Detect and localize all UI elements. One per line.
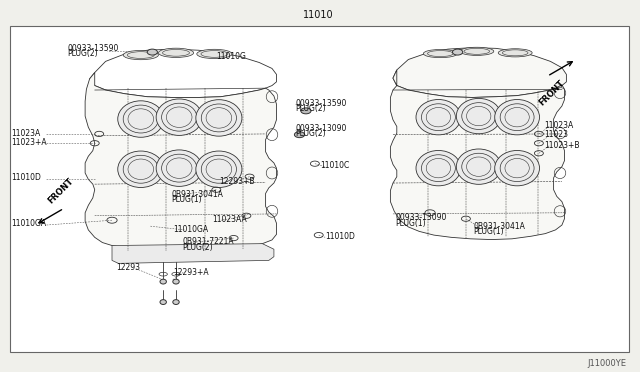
Ellipse shape (173, 279, 179, 284)
Text: 0B931-3041A: 0B931-3041A (172, 190, 223, 199)
Text: 11010: 11010 (303, 10, 334, 20)
Ellipse shape (196, 151, 242, 187)
Text: PLUG(2): PLUG(2) (296, 104, 326, 113)
Text: 00933-13090: 00933-13090 (296, 124, 347, 133)
Ellipse shape (124, 51, 159, 60)
Text: 00933-13590: 00933-13590 (296, 99, 347, 108)
Text: PLUG(1): PLUG(1) (396, 219, 426, 228)
Text: 11023A: 11023A (12, 129, 41, 138)
Text: 0B931-7221A: 0B931-7221A (182, 237, 234, 246)
Text: 00933-13090: 00933-13090 (396, 213, 447, 222)
Text: 0B931-3041A: 0B931-3041A (474, 222, 525, 231)
Ellipse shape (495, 150, 540, 186)
Circle shape (147, 49, 157, 55)
Ellipse shape (456, 99, 501, 134)
Text: 11010G: 11010G (216, 52, 246, 61)
Text: FRONT: FRONT (537, 78, 566, 107)
Ellipse shape (156, 99, 202, 135)
Text: PLUG(2): PLUG(2) (296, 129, 326, 138)
Ellipse shape (499, 49, 532, 57)
Text: 11023AA: 11023AA (212, 215, 247, 224)
Text: 11010D: 11010D (325, 232, 355, 241)
Ellipse shape (160, 279, 166, 284)
Ellipse shape (173, 300, 179, 304)
Ellipse shape (495, 99, 540, 135)
Ellipse shape (416, 150, 461, 186)
Ellipse shape (423, 49, 457, 58)
Polygon shape (393, 48, 566, 97)
Text: 12293: 12293 (116, 263, 141, 272)
Text: PLUG(2): PLUG(2) (67, 49, 98, 58)
Ellipse shape (159, 48, 193, 58)
Text: J11000YE: J11000YE (587, 359, 626, 368)
Ellipse shape (456, 149, 501, 185)
Polygon shape (85, 73, 276, 251)
Text: 11023+A: 11023+A (12, 138, 47, 147)
Bar (10, 26, 629, 352)
Text: 11010C: 11010C (320, 161, 349, 170)
Text: 11023+B: 11023+B (544, 141, 579, 150)
Polygon shape (390, 70, 564, 240)
Text: PLUG(1): PLUG(1) (474, 227, 504, 236)
Text: FRONT: FRONT (46, 176, 76, 205)
Text: 11023: 11023 (544, 130, 568, 139)
Circle shape (301, 108, 311, 114)
Ellipse shape (460, 47, 494, 55)
Ellipse shape (156, 150, 202, 186)
Ellipse shape (118, 151, 164, 187)
Ellipse shape (416, 99, 461, 135)
Text: PLUG(1): PLUG(1) (172, 195, 202, 204)
Text: 12293+A: 12293+A (173, 268, 209, 277)
Circle shape (294, 132, 305, 138)
Text: PLUG(2): PLUG(2) (182, 243, 213, 251)
Text: 11023A: 11023A (544, 121, 573, 130)
Circle shape (452, 49, 463, 55)
Text: 11010GA: 11010GA (173, 225, 208, 234)
Ellipse shape (197, 49, 232, 58)
Text: 11010D: 11010D (12, 173, 42, 182)
Polygon shape (112, 244, 274, 263)
Ellipse shape (196, 100, 242, 136)
Text: 12293+B: 12293+B (219, 177, 254, 186)
Ellipse shape (118, 101, 164, 137)
Text: 11010GA: 11010GA (12, 219, 47, 228)
Ellipse shape (160, 300, 166, 304)
Text: 00933-13590: 00933-13590 (67, 44, 118, 53)
